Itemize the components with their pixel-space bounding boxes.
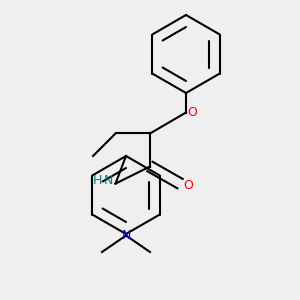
Text: O: O (184, 178, 194, 192)
Text: N: N (103, 174, 113, 187)
Text: O: O (188, 106, 197, 119)
Text: H: H (93, 174, 102, 187)
Text: N: N (121, 229, 131, 242)
